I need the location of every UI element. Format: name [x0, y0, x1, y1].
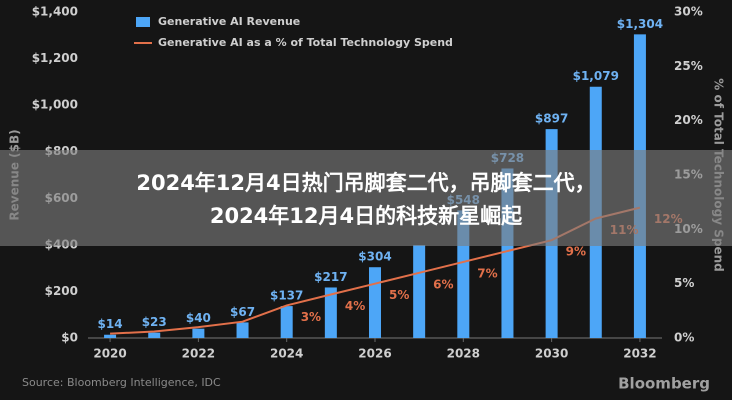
y-tick-label: $1,400: [32, 5, 78, 19]
y-tick-label: $1,000: [32, 98, 78, 112]
line-label: 5%: [389, 288, 409, 302]
legend-label: Generative AI as a % of Total Technology…: [158, 36, 453, 49]
bar: [148, 332, 161, 338]
y-tick-label: $0: [61, 331, 78, 345]
bar-label: $67: [230, 305, 255, 319]
legend-swatch: [136, 17, 150, 27]
y2-tick-label: 20%: [674, 113, 703, 127]
bar-label: $137: [270, 289, 303, 303]
y2-tick-label: 30%: [674, 5, 703, 19]
bar: [236, 322, 249, 338]
bar-label: $897: [535, 112, 568, 126]
y-tick-label: $1,200: [32, 51, 78, 65]
line-label: 7%: [477, 266, 497, 280]
bar: [280, 306, 293, 338]
bar: [413, 245, 426, 338]
bar: [192, 328, 205, 338]
y2-tick-label: 25%: [674, 59, 703, 73]
line-label: 4%: [345, 299, 365, 313]
bar: [324, 287, 337, 338]
bar-label: $23: [142, 315, 167, 329]
bar-label: $14: [98, 317, 123, 331]
y2-tick-label: 0%: [674, 331, 694, 345]
bar-label: $217: [314, 270, 347, 284]
x-tick-label: 2030: [535, 347, 568, 361]
line-label: 6%: [433, 277, 453, 291]
x-tick-label: 2022: [182, 347, 215, 361]
line-label: 9%: [566, 245, 586, 259]
bar: [369, 267, 381, 338]
y2-tick-label: 5%: [674, 276, 694, 290]
bar-label: $304: [358, 250, 391, 264]
y-tick-label: $200: [45, 284, 78, 298]
legend-label: Generative AI Revenue: [158, 15, 300, 28]
bar-label: $1,304: [617, 17, 663, 31]
bar-label: $40: [186, 311, 211, 325]
banner: [0, 150, 732, 246]
x-tick-label: 2026: [358, 347, 391, 361]
bar: [104, 334, 117, 338]
line-label: 3%: [301, 310, 321, 324]
banner-line: 2024年12月4日的科技新星崛起: [210, 204, 523, 228]
banner-line: 2024年12月4日热门吊脚套二代，吊脚套二代，: [136, 171, 595, 195]
x-tick-label: 2032: [623, 347, 656, 361]
x-tick-label: 2024: [270, 347, 303, 361]
bar-label: $1,079: [573, 69, 619, 83]
x-tick-label: 2020: [93, 347, 126, 361]
x-tick-label: 2028: [447, 347, 480, 361]
brand: Bloomberg: [618, 375, 710, 393]
source: Source: Bloomberg Intelligence, IDC: [22, 376, 221, 389]
